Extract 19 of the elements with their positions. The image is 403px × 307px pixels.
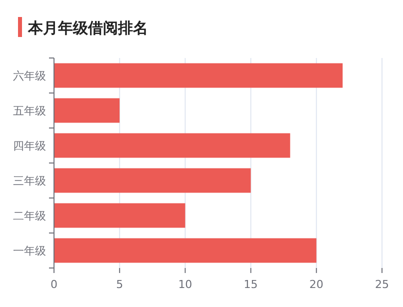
x-tick-label: 0 bbox=[50, 278, 58, 291]
y-tick-label: 四年级 bbox=[13, 140, 46, 152]
bar bbox=[54, 133, 290, 158]
chart-title: 本月年级借阅排名 bbox=[27, 19, 148, 37]
bar bbox=[54, 203, 186, 228]
bar bbox=[54, 168, 251, 193]
x-tick-label: 25 bbox=[375, 278, 389, 291]
y-tick-label: 一年级 bbox=[13, 244, 46, 258]
x-tick-label: 20 bbox=[309, 278, 324, 291]
y-tick-label: 六年级 bbox=[13, 70, 46, 82]
y-tick-label: 三年级 bbox=[13, 174, 46, 188]
x-tick-label: 5 bbox=[116, 278, 124, 291]
bar bbox=[54, 98, 120, 123]
y-tick-label: 五年级 bbox=[13, 104, 46, 118]
x-tick-label: 10 bbox=[178, 278, 192, 291]
x-tick-label: 15 bbox=[244, 278, 258, 291]
y-tick-label: 二年级 bbox=[13, 210, 46, 222]
bar bbox=[54, 63, 343, 88]
bar bbox=[54, 238, 316, 263]
